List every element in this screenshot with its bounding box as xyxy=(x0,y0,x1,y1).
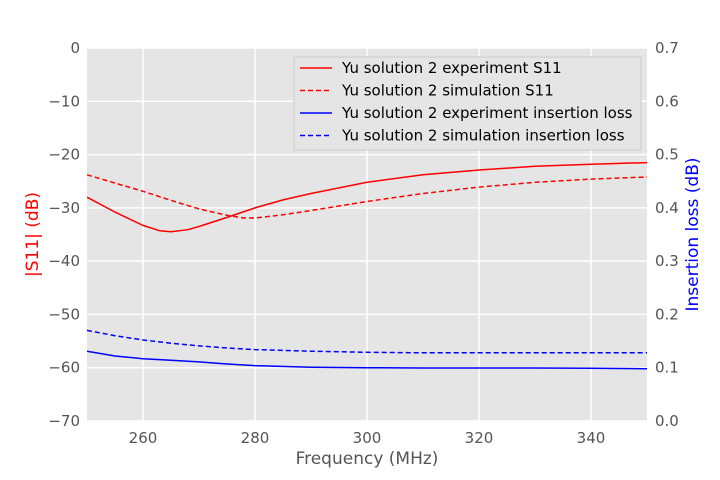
x-axis-ticks: 260 280 300 320 340 xyxy=(129,429,606,447)
series-layer xyxy=(86,161,648,370)
series-line-3 xyxy=(86,350,648,370)
y-right-tick-label: 0.1 xyxy=(655,359,679,377)
y-left-tick-label: −30 xyxy=(48,199,80,217)
legend-label: Yu solution 2 simulation S11 xyxy=(341,82,554,100)
y-right-tick-label: 0.4 xyxy=(655,199,679,217)
legend-label: Yu solution 2 simulation insertion loss xyxy=(341,127,625,145)
y-left-tick-label: −20 xyxy=(48,146,80,164)
y-right-tick-label: 0.0 xyxy=(655,412,679,430)
series-line-2 xyxy=(86,174,648,219)
x-tick-label: 280 xyxy=(241,429,270,447)
x-tick-label: 260 xyxy=(129,429,158,447)
legend: Yu solution 2 experiment S11 Yu solution … xyxy=(293,56,642,151)
y-left-tick-label: −70 xyxy=(48,412,80,430)
y-left-tick-label: −40 xyxy=(48,252,80,270)
legend-label: Yu solution 2 experiment insertion loss xyxy=(341,104,633,122)
x-tick-label: 300 xyxy=(353,429,382,447)
y-left-axis-ticks: 0 −10 −20 −30 −40 −50 −60 −70 xyxy=(48,39,80,430)
y-left-tick-label: −10 xyxy=(48,92,80,110)
y-right-axis-ticks: 0.0 0.1 0.2 0.3 0.4 0.5 0.6 0.7 xyxy=(655,39,679,430)
legend-box xyxy=(293,56,642,151)
series-line-1 xyxy=(86,161,648,233)
y-left-tick-label: −50 xyxy=(48,305,80,323)
y-right-tick-label: 0.3 xyxy=(655,252,679,270)
y-left-axis-label: |S11| (dB) xyxy=(23,192,43,277)
y-right-tick-label: 0.5 xyxy=(655,146,679,164)
y-right-axis-label: Insertion loss (dB) xyxy=(683,157,703,311)
y-left-tick-label: 0 xyxy=(70,39,80,57)
x-tick-label: 320 xyxy=(465,429,494,447)
y-right-tick-label: 0.2 xyxy=(655,305,679,323)
y-left-tick-label: −60 xyxy=(48,359,80,377)
y-right-tick-label: 0.6 xyxy=(655,92,679,110)
legend-label: Yu solution 2 experiment S11 xyxy=(341,59,562,77)
x-axis-label: Frequency (MHz) xyxy=(296,449,439,469)
y-right-tick-label: 0.7 xyxy=(655,39,679,57)
x-tick-label: 340 xyxy=(577,429,606,447)
